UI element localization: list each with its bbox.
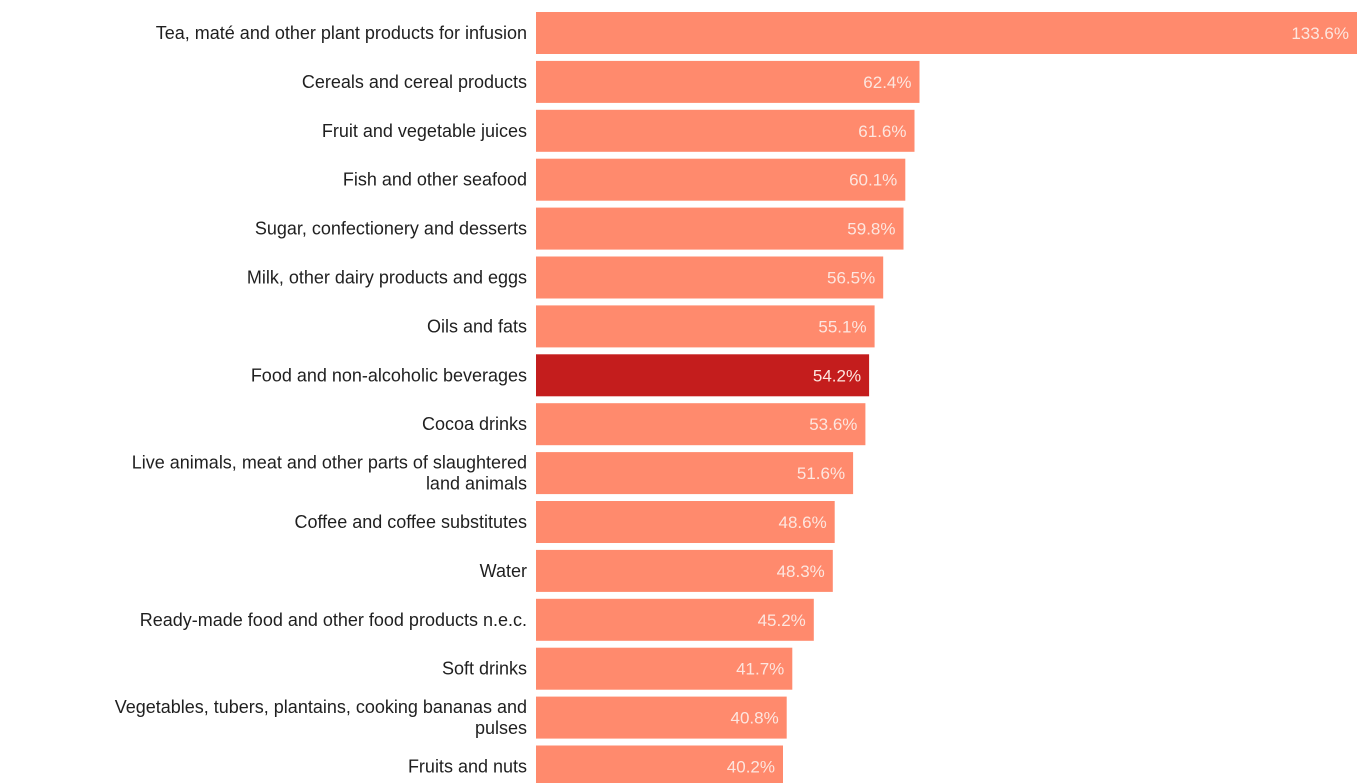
category-label: Fish and other seafood	[343, 170, 527, 190]
category-label: Sugar, confectionery and desserts	[255, 219, 527, 239]
bar	[536, 60, 920, 103]
bar-value-label: 41.7%	[736, 660, 784, 679]
category-labels-group: Tea, maté and other plant products for i…	[115, 23, 527, 777]
category-label: pulses	[475, 718, 527, 738]
category-label: Tea, maté and other plant products for i…	[156, 23, 527, 43]
category-label: Oils and fats	[427, 316, 527, 336]
bar-value-label: 45.2%	[758, 611, 806, 630]
category-label: Food and non-alcoholic beverages	[251, 365, 527, 385]
bar	[536, 256, 884, 299]
bar	[536, 647, 793, 690]
category-label: Water	[480, 561, 527, 581]
category-label: Vegetables, tubers, plantains, cooking b…	[115, 697, 527, 717]
bar-value-label: 40.2%	[727, 758, 775, 777]
bar-value-label: 55.1%	[818, 317, 866, 336]
bar	[536, 12, 1357, 54]
category-label: Ready-made food and other food products …	[140, 610, 527, 630]
category-label: Fruit and vegetable juices	[322, 121, 527, 141]
bar	[536, 403, 866, 446]
bar-value-label: 53.6%	[809, 415, 857, 434]
bar	[536, 696, 787, 739]
bar	[536, 109, 915, 152]
category-label: Live animals, meat and other parts of sl…	[132, 453, 527, 473]
bar-value-label: 61.6%	[858, 122, 906, 141]
bar-value-label: 62.4%	[863, 73, 911, 92]
bar-value-label: 59.8%	[847, 220, 895, 239]
bar	[536, 501, 835, 543]
bar	[536, 598, 814, 641]
category-label: Fruits and nuts	[408, 757, 527, 777]
category-label: Cereals and cereal products	[302, 72, 527, 92]
category-label: Soft drinks	[442, 659, 527, 679]
bar-value-label: 54.2%	[813, 366, 861, 385]
bar	[536, 158, 906, 201]
category-label: Milk, other dairy products and eggs	[247, 268, 527, 288]
bar-value-label: 48.3%	[777, 562, 825, 581]
category-label: Cocoa drinks	[422, 414, 527, 434]
category-label: Coffee and coffee substitutes	[295, 512, 528, 532]
bar	[536, 305, 875, 348]
bar	[536, 452, 854, 495]
category-label: land animals	[426, 474, 527, 494]
bar-value-label: 51.6%	[797, 464, 845, 483]
bar-value-label: 133.6%	[1291, 24, 1349, 43]
bar-value-label: 40.8%	[730, 709, 778, 728]
bar-value-label: 56.5%	[827, 269, 875, 288]
bar	[536, 207, 904, 250]
value-labels-group: 133.6% 62.4% 61.6% 60.1% 59.8% 56.5% 55.1% 54.2…	[727, 24, 1349, 777]
bar-value-label: 60.1%	[849, 171, 897, 190]
bar	[536, 549, 833, 592]
bar-highlighted	[536, 354, 870, 397]
bar-value-label: 48.6%	[778, 513, 826, 532]
bars-group	[536, 12, 1357, 783]
bar	[536, 745, 783, 783]
